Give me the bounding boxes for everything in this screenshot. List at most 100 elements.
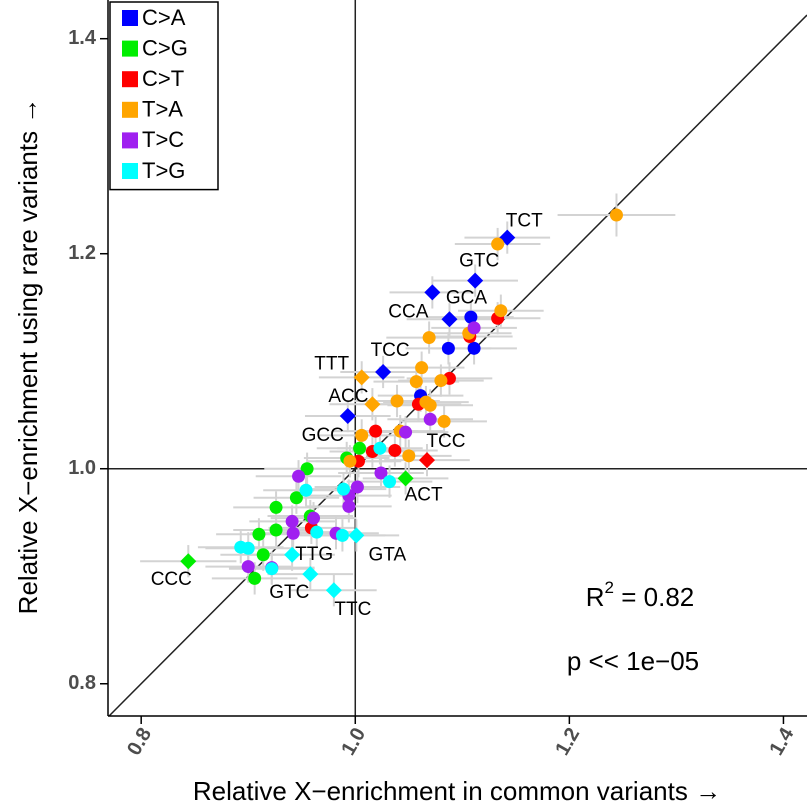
circle-point xyxy=(241,560,255,574)
point-label: TCC xyxy=(426,431,465,452)
legend-label: T>C xyxy=(142,127,184,152)
circle-point xyxy=(369,424,383,438)
circle-point xyxy=(241,541,255,555)
circle-point xyxy=(289,491,303,505)
circle-point xyxy=(269,500,283,514)
circle-point xyxy=(373,441,387,455)
diamond-point xyxy=(353,369,370,386)
circle-point xyxy=(441,341,455,355)
circle-point xyxy=(252,527,266,541)
circle-point xyxy=(336,482,350,496)
legend-swatch xyxy=(122,10,138,26)
legend-box xyxy=(109,1,219,191)
circle-point xyxy=(310,525,324,539)
legend-label: C>G xyxy=(142,35,188,60)
x-tick-label: 1.0 xyxy=(337,724,370,759)
legend-label: C>A xyxy=(142,5,186,30)
diamond-point xyxy=(364,396,381,413)
point-label: TTG xyxy=(295,544,333,565)
point-label: TTC xyxy=(334,599,371,620)
point-label: GTC xyxy=(269,582,309,603)
circle-point xyxy=(464,310,478,324)
r-squared: R2 = 0.82 xyxy=(586,578,694,611)
circle-point xyxy=(388,443,402,457)
diamond-point xyxy=(284,546,301,563)
r-squared-base: R xyxy=(586,582,605,612)
circle-point xyxy=(300,462,314,476)
circle-point xyxy=(434,374,448,388)
identity-line xyxy=(108,14,807,717)
circle-point xyxy=(402,449,416,463)
point-label: TCT xyxy=(506,211,543,232)
circle-point xyxy=(355,428,369,442)
p-value: p << 1e−05 xyxy=(567,646,699,676)
legend-label: T>G xyxy=(142,158,185,183)
circle-point xyxy=(467,321,481,335)
diamond-point xyxy=(339,408,356,425)
circle-point xyxy=(342,499,356,513)
circle-point xyxy=(609,208,623,222)
circle-point xyxy=(383,475,397,489)
diamond-point xyxy=(325,582,342,599)
circle-point xyxy=(422,331,436,345)
y-axis-title: Relative X−enrichment using rare variant… xyxy=(13,98,43,615)
circle-point xyxy=(437,414,451,428)
r-squared-rest: = 0.82 xyxy=(614,582,694,612)
circle-point xyxy=(292,469,306,483)
diamond-point xyxy=(424,284,441,301)
circle-point xyxy=(409,375,423,389)
point-label: ACT xyxy=(405,484,443,505)
circle-point xyxy=(265,562,279,576)
circle-point xyxy=(467,341,481,355)
circle-point xyxy=(353,441,367,455)
point-label: TTT xyxy=(314,353,349,374)
legend-swatch xyxy=(122,40,138,57)
x-tick-label: 1.2 xyxy=(551,724,584,759)
legend-swatch xyxy=(122,71,138,88)
circle-point xyxy=(285,514,299,528)
r-squared-sup: 2 xyxy=(605,578,614,597)
circle-point xyxy=(423,398,437,412)
circle-point xyxy=(256,548,270,562)
circle-point xyxy=(399,425,413,439)
point-label: CCA xyxy=(388,301,428,322)
legend-swatch xyxy=(122,132,138,149)
diamond-point xyxy=(441,311,458,328)
diamond-point xyxy=(375,363,392,380)
diamond-point xyxy=(302,566,319,583)
x-tick-label: 1.4 xyxy=(765,723,798,759)
diamond-point xyxy=(467,272,484,289)
circle-point xyxy=(286,526,300,540)
diamond-point xyxy=(418,452,435,469)
circle-point xyxy=(269,523,283,537)
point-label: ACC xyxy=(328,386,368,407)
x-tick-label: 0.8 xyxy=(123,724,156,759)
circle-point xyxy=(248,571,262,585)
diamond-point xyxy=(397,470,414,487)
point-label: GCC xyxy=(302,425,344,446)
circle-point xyxy=(350,480,364,494)
legend-swatch xyxy=(122,163,138,179)
circle-point xyxy=(491,237,505,251)
circle-point xyxy=(307,511,321,525)
circle-point xyxy=(299,483,313,497)
point-label: GCA xyxy=(446,287,488,308)
circle-point xyxy=(415,361,429,375)
legend-label: T>A xyxy=(142,97,183,122)
circle-point xyxy=(423,412,437,426)
y-tick-label: 1.0 xyxy=(68,457,96,479)
legend-label: C>T xyxy=(142,66,184,91)
circle-point xyxy=(390,394,404,408)
circle-point xyxy=(335,528,349,542)
y-tick-label: 0.8 xyxy=(68,672,96,694)
y-tick-label: 1.2 xyxy=(68,242,96,264)
legend-swatch xyxy=(122,101,138,118)
x-axis-title: Relative X−enrichment in common variants… xyxy=(193,776,721,806)
point-label: CCC xyxy=(151,569,192,590)
diamond-point xyxy=(180,553,197,570)
point-label: GTC xyxy=(459,251,499,272)
circle-point xyxy=(343,454,357,468)
circle-point xyxy=(494,304,508,318)
circle-point xyxy=(374,466,388,480)
